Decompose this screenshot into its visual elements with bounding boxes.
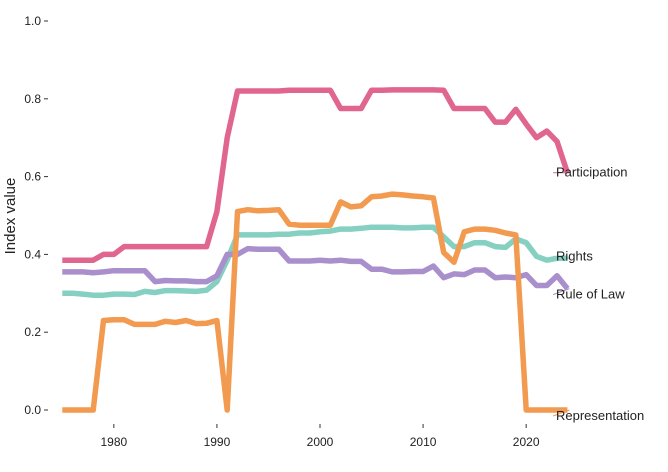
series-label: Participation [556,165,628,180]
series-line-participation [62,87,571,263]
x-tick-label: 1990 [204,435,231,449]
x-tick-label: 2000 [307,435,334,449]
label-leader [552,288,570,296]
series-label: Representation [556,408,644,423]
y-tick-label: 1.0 [24,14,41,28]
y-tick-label: 0.0 [24,403,41,417]
series-line-rule-of-law [62,245,570,291]
label-leader [552,255,570,259]
series-line-rights [62,224,568,298]
y-axis: 0.0 0.2 0.4 0.6 0.8 1.0 [24,14,48,417]
series-layer [62,87,571,413]
x-tick-label: 2010 [410,435,437,449]
y-axis-title: Index value [2,178,19,255]
x-axis: 1980 1990 2000 2010 2020 [100,424,540,449]
y-tick-label: 0.2 [24,325,41,339]
y-tick-label: 0.6 [24,170,41,184]
series-label: Rights [556,248,593,263]
series-labels: Participation Rights Rule of Law Representa… [552,165,644,423]
series-label: Rule of Law [556,287,625,302]
y-tick-label: 0.4 [24,247,41,261]
y-tick-label: 0.8 [24,92,41,106]
series-line-representation [62,191,568,413]
x-tick-label: 1980 [100,435,127,449]
x-tick-label: 2020 [513,435,540,449]
label-leader [552,409,570,417]
